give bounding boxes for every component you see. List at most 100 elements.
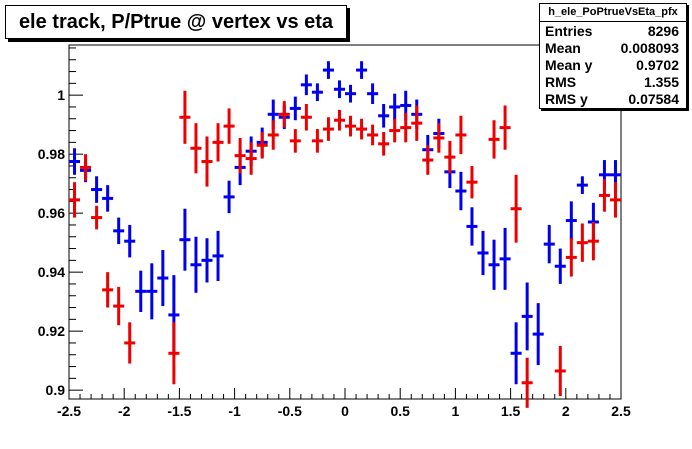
y-tick-label: 1	[57, 87, 65, 103]
x-tick-label: -2.5	[57, 403, 81, 419]
data-point	[168, 322, 180, 385]
x-tick-label: 0.5	[390, 403, 410, 419]
data-point	[322, 61, 334, 79]
data-point	[598, 179, 610, 212]
stats-row-rms-y: RMS y 0.07584	[545, 91, 679, 108]
data-point	[367, 83, 379, 104]
data-point	[521, 282, 533, 351]
data-point	[389, 118, 401, 143]
data-point	[510, 174, 522, 243]
data-point	[367, 124, 379, 146]
data-point	[102, 185, 114, 212]
y-tick-label: 0.94	[38, 264, 65, 280]
x-tick-label: 1	[452, 403, 460, 419]
data-point	[146, 263, 158, 320]
data-point	[356, 61, 368, 79]
data-point	[157, 250, 169, 307]
data-point	[190, 123, 202, 174]
data-point	[300, 104, 312, 131]
y-tick-label: 0.9	[46, 382, 66, 398]
data-point	[521, 357, 533, 408]
data-point	[532, 303, 544, 366]
stats-value: 8296	[647, 23, 679, 39]
data-point	[554, 345, 566, 397]
stats-row-mean-y: Mean y 0.9702	[545, 57, 679, 74]
stats-value: 0.9702	[636, 57, 679, 73]
data-point	[499, 227, 511, 290]
data-point	[124, 224, 136, 258]
data-point	[554, 248, 566, 284]
data-point	[477, 230, 489, 276]
stats-row-entries: Entries 8296	[545, 23, 679, 40]
data-point	[444, 140, 456, 174]
stats-row-mean: Mean 0.008093	[545, 40, 679, 57]
data-point	[245, 142, 257, 175]
data-point	[411, 105, 423, 141]
data-point	[179, 90, 191, 144]
y-tick-label: 0.98	[38, 146, 65, 162]
stats-label: Entries	[545, 23, 593, 39]
y-tick-label: 0.96	[38, 205, 65, 221]
stats-value: 0.008093	[620, 40, 679, 56]
data-point	[113, 217, 125, 245]
data-point	[289, 96, 301, 121]
data-point	[212, 123, 224, 162]
data-point	[234, 137, 246, 174]
data-point	[135, 270, 147, 312]
data-point	[345, 115, 357, 137]
data-point	[422, 145, 434, 175]
stats-value: 0.07584	[628, 91, 679, 107]
x-tick-label: -2	[118, 403, 131, 419]
data-point	[333, 80, 345, 99]
data-point	[124, 322, 136, 364]
data-point	[311, 129, 323, 153]
x-tick-label: 1.5	[501, 403, 521, 419]
data-point	[378, 132, 390, 156]
data-point	[543, 224, 555, 264]
data-point	[333, 109, 345, 131]
data-point	[256, 132, 268, 159]
x-tick-label: 2.5	[611, 403, 631, 419]
data-point	[80, 154, 92, 181]
y-tick-label: 0.92	[38, 323, 65, 339]
data-point	[212, 230, 224, 281]
data-point	[400, 112, 412, 143]
data-point	[69, 182, 81, 218]
data-point	[289, 129, 301, 153]
stats-label: Mean y	[545, 57, 593, 73]
data-point	[91, 176, 103, 203]
data-point	[488, 239, 500, 290]
x-tick-label: 0	[341, 403, 349, 419]
stats-value: 1.355	[643, 74, 679, 90]
data-point	[223, 180, 235, 214]
data-point	[223, 108, 235, 144]
stats-label: RMS y	[545, 91, 588, 107]
x-tick-label: 2	[562, 403, 570, 419]
data-point	[322, 117, 334, 141]
data-point	[201, 238, 213, 283]
data-point	[190, 236, 202, 293]
x-tick-label: -1	[228, 403, 241, 419]
data-point	[378, 104, 390, 128]
data-point	[102, 272, 114, 308]
data-point	[455, 171, 467, 211]
stats-box: h_ele_PoPtrueVsEta_pfx Entries 8296 Mean…	[539, 3, 687, 109]
x-tick-label: -1.5	[167, 403, 191, 419]
data-point	[300, 74, 312, 96]
data-point	[201, 136, 213, 187]
stats-label: Mean	[545, 40, 581, 56]
data-point	[609, 182, 621, 218]
data-point	[455, 115, 467, 155]
stats-row-rms: RMS 1.355	[545, 74, 679, 91]
data-point	[499, 105, 511, 150]
title-box: ele track, P/Ptrue @ vertex vs eta	[5, 5, 347, 39]
data-point	[278, 101, 290, 128]
data-point	[587, 222, 599, 261]
data-point	[576, 223, 588, 262]
data-point	[466, 165, 478, 199]
data-point	[179, 208, 191, 271]
data-point	[565, 238, 577, 277]
data-point	[576, 176, 588, 194]
